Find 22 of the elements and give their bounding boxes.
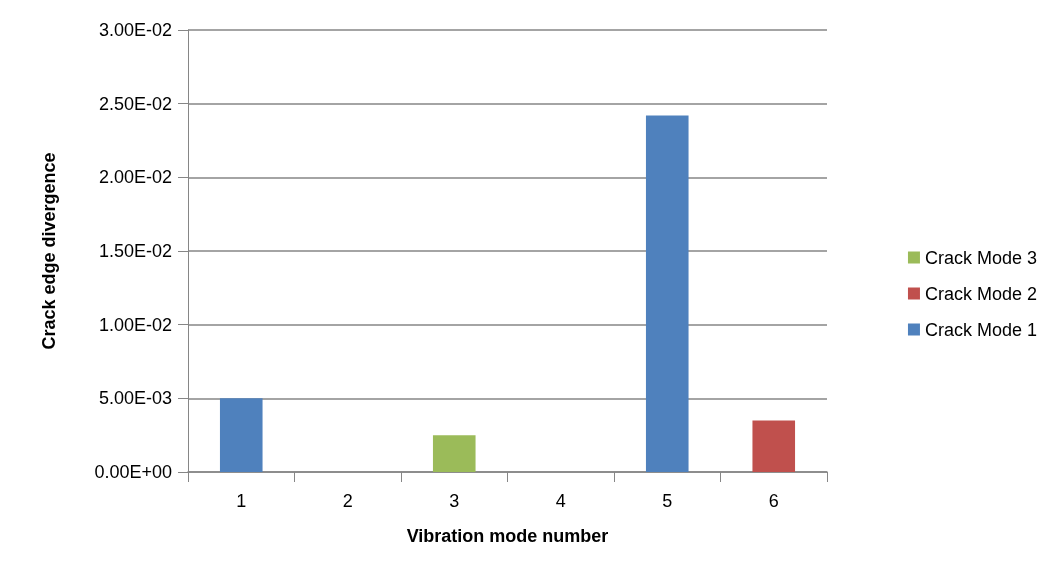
y-axis-title: Crack edge divergence [39, 152, 59, 350]
bar [645, 115, 689, 472]
legend-label: Crack Mode 3 [924, 247, 1037, 268]
x-tick-label: 5 [662, 491, 673, 511]
x-tick-label: 4 [555, 491, 566, 511]
x-tick-label: 6 [768, 491, 779, 511]
y-tick-label: 1.50E-02 [98, 241, 172, 261]
y-tick-label: 2.50E-02 [98, 93, 172, 114]
x-tick-label: 1 [236, 491, 247, 511]
y-tick-label: 1.00E-02 [98, 314, 172, 335]
legend-label: Crack Mode 2 [924, 283, 1037, 304]
y-tick-label: 3.00E-02 [98, 20, 172, 40]
y-tick-label: 2.00E-02 [98, 167, 172, 188]
y-tick-label: 0.00E+00 [94, 462, 172, 482]
bar [432, 435, 476, 472]
x-axis-title: Vibration mode number [406, 526, 609, 546]
legend-label: Crack Mode 1 [924, 319, 1037, 340]
bar [752, 420, 796, 472]
x-tick-label: 3 [449, 491, 460, 511]
bar [219, 398, 263, 472]
y-tick-label: 5.00E-03 [98, 388, 172, 409]
x-tick-label: 2 [342, 491, 353, 511]
